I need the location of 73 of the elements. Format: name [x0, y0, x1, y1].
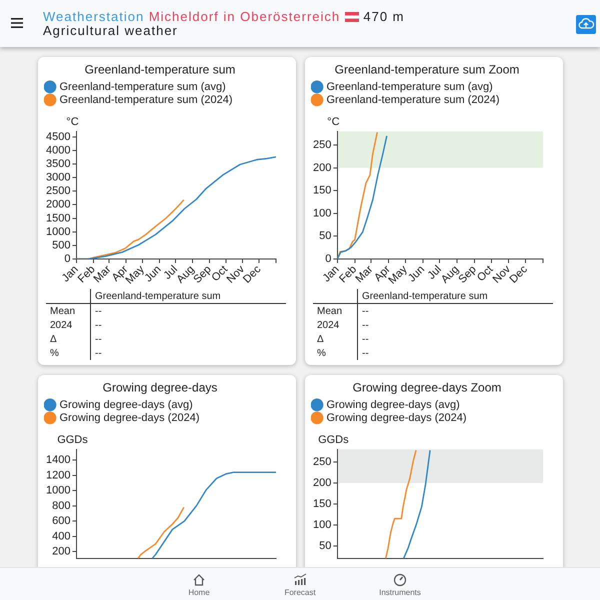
chart-title: Greenland-temperature sum	[84, 62, 236, 77]
chart-title: Greenland-temperature sum Zoom	[334, 62, 520, 77]
y-tick-label: 200	[312, 162, 332, 174]
legend-label: Greenland-temperature sum (2024)	[326, 94, 500, 106]
y-tick-label: 3500	[46, 158, 70, 170]
text: --	[94, 304, 103, 318]
y-tick-label: 3000	[46, 172, 70, 184]
text: 2024	[313, 318, 358, 332]
x-tick-label: Jun	[406, 263, 428, 284]
text: --	[361, 304, 370, 318]
y-tick-label: 500	[52, 239, 70, 252]
y-tick-label: 200	[52, 546, 70, 558]
y-tick-label: 4000	[46, 144, 70, 156]
chart-title: Growing degree-days	[102, 380, 218, 395]
text: --	[94, 318, 103, 332]
y-tick-label: 1000	[46, 226, 70, 238]
text: --	[94, 346, 103, 360]
text: --	[361, 318, 370, 332]
text: 2024	[46, 318, 90, 332]
y-tick-label: 1400	[46, 454, 70, 466]
text: --	[94, 332, 103, 346]
y-tick-label: 1500	[46, 212, 70, 224]
x-tick-label: Jun	[142, 263, 164, 284]
x-tick-label: Mar	[92, 263, 114, 286]
x-tick-label: Dec	[241, 263, 264, 286]
y-tick-label: 250	[312, 139, 332, 152]
legend-label: Greenland-temperature sum (avg)	[60, 80, 226, 93]
legend-label: Growing degree-days (2024)	[60, 412, 200, 424]
y-tick-label: 1000	[46, 484, 70, 497]
y-tick-label: 400	[52, 530, 70, 542]
text: Home	[188, 588, 210, 597]
y-tick-label: 800	[52, 500, 70, 512]
y-tick-label: 2000	[46, 198, 70, 211]
y-tick-label: 0	[64, 253, 70, 266]
x-tick-label: Dec	[508, 263, 530, 286]
y-tick-label: 150	[312, 184, 332, 197]
text: Greenland-temperature sum	[90, 289, 286, 304]
legend-label: Greenland-temperature sum (2024)	[60, 94, 233, 106]
legend-label: Growing degree-days (2024)	[326, 412, 467, 424]
text: Δ	[313, 332, 358, 346]
chart-title: Growing degree-days Zoom	[352, 380, 502, 395]
text: %	[313, 346, 358, 360]
text: Greenland-temperature sum	[358, 289, 553, 304]
y-tick-label: 2500	[46, 185, 70, 198]
y-tick-label: 4500	[46, 130, 70, 143]
y-axis-title: GGDs	[318, 434, 350, 446]
text: %	[46, 346, 90, 360]
y-tick-label: 1200	[46, 469, 70, 482]
y-tick-label: 0	[325, 253, 332, 266]
legend-label: Growing degree-days (avg)	[326, 398, 460, 411]
text: 470 m	[363, 9, 405, 24]
text: Forecast	[284, 588, 316, 597]
y-tick-label: 150	[312, 498, 332, 510]
text: Instruments	[379, 588, 421, 597]
y-tick-label: 50	[319, 540, 332, 552]
legend-label: Growing degree-days (avg)	[60, 398, 193, 411]
y-tick-label: 200	[312, 476, 332, 489]
text: --	[361, 332, 370, 346]
y-axis-title: °C	[66, 116, 79, 128]
text: Δ	[46, 332, 90, 346]
text: Weatherstation Micheldorf in Oberösterreich	[43, 9, 340, 24]
y-axis-title: GGDs	[57, 434, 88, 446]
legend-label: Greenland-temperature sum (avg)	[326, 80, 493, 93]
y-tick-label: 100	[312, 518, 332, 531]
text: Mean	[313, 304, 358, 318]
y-axis-title: °C	[327, 116, 340, 128]
y-tick-label: 100	[312, 207, 332, 220]
y-tick-label: 250	[312, 456, 332, 468]
text: Mean	[46, 304, 90, 318]
text: --	[361, 346, 370, 360]
y-tick-label: 50	[319, 230, 332, 242]
y-tick-label: 600	[52, 515, 70, 528]
text: Agricultural weather	[43, 23, 178, 38]
